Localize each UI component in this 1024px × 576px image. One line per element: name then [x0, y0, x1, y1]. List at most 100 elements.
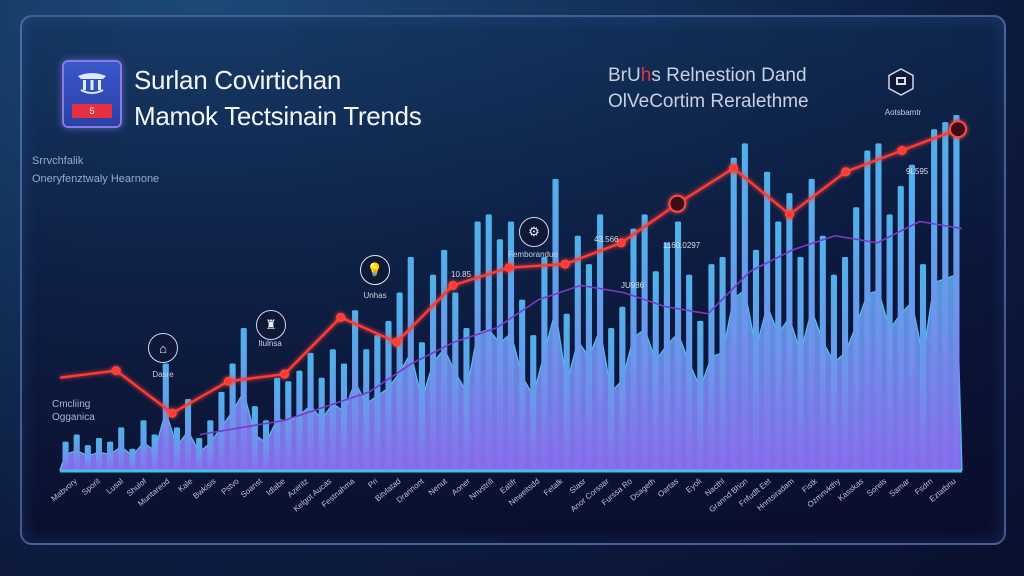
subtitle: Srrvchfalik Oneryfenztwaly Hearnone	[32, 152, 159, 188]
legend-line-2: OlVeCortim Reralethme	[608, 91, 809, 112]
bar	[229, 363, 236, 470]
trend-point[interactable]	[223, 376, 233, 386]
trend-point[interactable]	[336, 312, 346, 322]
annotation-label: Dasre	[152, 370, 174, 379]
x-tick-label: Sorels	[865, 477, 888, 498]
bar	[741, 143, 748, 470]
bar	[808, 178, 815, 470]
bar	[184, 399, 192, 470]
bar	[463, 328, 470, 470]
bar	[429, 274, 437, 470]
bar	[830, 274, 838, 470]
bar	[775, 221, 782, 470]
bar	[697, 320, 704, 470]
bar	[441, 249, 448, 470]
bar	[585, 264, 593, 470]
bar	[541, 257, 548, 470]
bar	[196, 438, 203, 470]
bar	[318, 377, 325, 470]
bar	[519, 299, 526, 470]
bar	[674, 221, 682, 470]
x-tick-label: Soanst	[239, 476, 264, 499]
trend-point[interactable]	[111, 366, 121, 376]
bar	[363, 349, 370, 470]
bar	[274, 377, 281, 470]
value-label: 10.85	[451, 270, 472, 279]
bar	[652, 271, 659, 470]
bulb-icon[interactable]: 💡	[360, 255, 390, 285]
x-tick-label: Fistk	[800, 476, 819, 494]
bar	[84, 445, 91, 470]
x-tick-label: Kale	[176, 476, 194, 494]
x-tick-label: Mabvory	[50, 477, 79, 504]
bar	[574, 235, 581, 470]
trend-point[interactable]	[668, 194, 687, 213]
value-label: 9L595	[906, 167, 929, 176]
trend-point[interactable]	[392, 337, 402, 347]
trend-point[interactable]	[167, 408, 177, 418]
factory-icon[interactable]: ⚙	[519, 217, 549, 247]
bar	[285, 381, 292, 470]
x-tick-label: Pri	[366, 476, 379, 489]
x-tick-label: Pstvo	[220, 476, 242, 496]
bar	[62, 441, 69, 470]
bar	[251, 406, 258, 470]
building-icon[interactable]: ⌂	[148, 333, 178, 363]
axis-note-line-1: Cmcliing	[52, 399, 91, 410]
legend-highlight: h	[640, 65, 652, 86]
bar	[864, 150, 871, 470]
page-title: Surlan Covirtichan Mamok Tectsinain Tren…	[134, 62, 422, 134]
x-tick-label: Fetalk	[542, 476, 565, 498]
icon-glyph: ⌂	[159, 340, 167, 356]
trend-point[interactable]	[841, 167, 851, 177]
secondary-line-group	[199, 220, 963, 436]
bar	[296, 370, 303, 470]
bar	[352, 310, 359, 470]
icon-glyph: 💡	[366, 262, 384, 277]
bar	[162, 363, 169, 470]
bar	[262, 420, 270, 470]
bar	[173, 427, 180, 470]
bar-group	[59, 115, 963, 471]
trend-line-group	[59, 120, 967, 418]
bar	[507, 221, 515, 470]
legend-line-1: BrUhs Relnestion Dand	[608, 63, 809, 89]
legend-text: s Relnestion Dand	[651, 65, 807, 86]
secondary-line	[199, 220, 963, 436]
bar	[140, 420, 147, 470]
icon-glyph: ♜	[265, 317, 277, 332]
bottle-icon[interactable]: ♜	[256, 310, 286, 340]
title-line-2: Mamok Tectsinain Trends	[134, 101, 422, 131]
trend-point[interactable]	[949, 120, 967, 139]
bar	[752, 249, 760, 470]
trend-point[interactable]	[448, 280, 458, 290]
legend-text: BrU	[608, 65, 641, 86]
bar	[485, 214, 492, 470]
trend-point[interactable]	[504, 263, 514, 273]
bar	[95, 438, 103, 470]
bar	[719, 257, 726, 470]
bar	[107, 441, 114, 470]
trend-point[interactable]	[560, 259, 570, 269]
trend-point[interactable]	[897, 146, 907, 155]
bar	[730, 157, 737, 470]
bar	[942, 122, 949, 470]
bar	[919, 264, 927, 470]
bar	[897, 186, 904, 470]
bar	[842, 257, 849, 470]
bar	[474, 221, 481, 470]
bar	[240, 328, 247, 470]
subtitle-line-2: Oneryfenztwaly Hearnone	[32, 173, 160, 185]
x-tick-label: Oartas	[656, 477, 680, 499]
bar	[686, 274, 693, 470]
x-tick-label: Eztatbnu	[928, 477, 958, 504]
trend-point[interactable]	[616, 238, 626, 248]
trend-point[interactable]	[280, 369, 289, 379]
trend-point[interactable]	[729, 163, 738, 173]
bar	[931, 129, 938, 470]
bar	[819, 235, 826, 470]
trend-point[interactable]	[785, 209, 795, 219]
hex-device-icon[interactable]	[887, 68, 915, 96]
subtitle-line-1: Srrvchfalik	[32, 155, 84, 167]
